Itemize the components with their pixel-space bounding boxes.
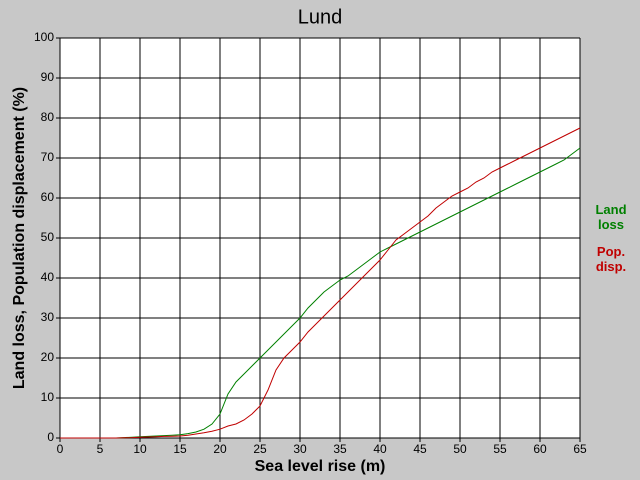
y-tick-label: 20 (41, 350, 55, 364)
x-tick-label: 35 (333, 442, 347, 456)
legend-entry: Pop. disp. (595, 244, 627, 274)
x-tick-label: 20 (213, 442, 227, 456)
y-tick-label: 50 (41, 230, 55, 244)
y-tick-label: 30 (41, 310, 55, 324)
y-tick-label: 70 (41, 150, 55, 164)
x-tick-label: 50 (453, 442, 467, 456)
x-axis-label: Sea level rise (m) (255, 458, 386, 475)
x-tick-label: 15 (173, 442, 187, 456)
y-tick-label: 80 (41, 110, 55, 124)
y-tick-label: 40 (41, 270, 55, 284)
x-tick-label: 60 (533, 442, 547, 456)
x-tick-label: 40 (373, 442, 387, 456)
x-tick-label: 45 (413, 442, 427, 456)
y-tick-label: 100 (34, 30, 54, 44)
data-line (60, 127, 581, 439)
chart-title: Lund (298, 6, 343, 28)
y-tick-label: 60 (41, 190, 55, 204)
x-tick-label: 55 (493, 442, 507, 456)
x-tick-label: 65 (573, 442, 587, 456)
y-tick-label: 10 (41, 390, 55, 404)
y-tick-label: 90 (41, 70, 55, 84)
data-line (60, 147, 581, 439)
x-tick-label: 5 (97, 442, 104, 456)
x-tick-label: 0 (57, 442, 64, 456)
legend-entry: Land loss (595, 202, 627, 232)
x-tick-label: 25 (253, 442, 267, 456)
x-tick-label: 30 (293, 442, 307, 456)
x-tick-label: 10 (133, 442, 147, 456)
y-axis-label: Land loss, Population displacement (%) (11, 87, 28, 389)
y-tick-label: 0 (47, 430, 54, 444)
